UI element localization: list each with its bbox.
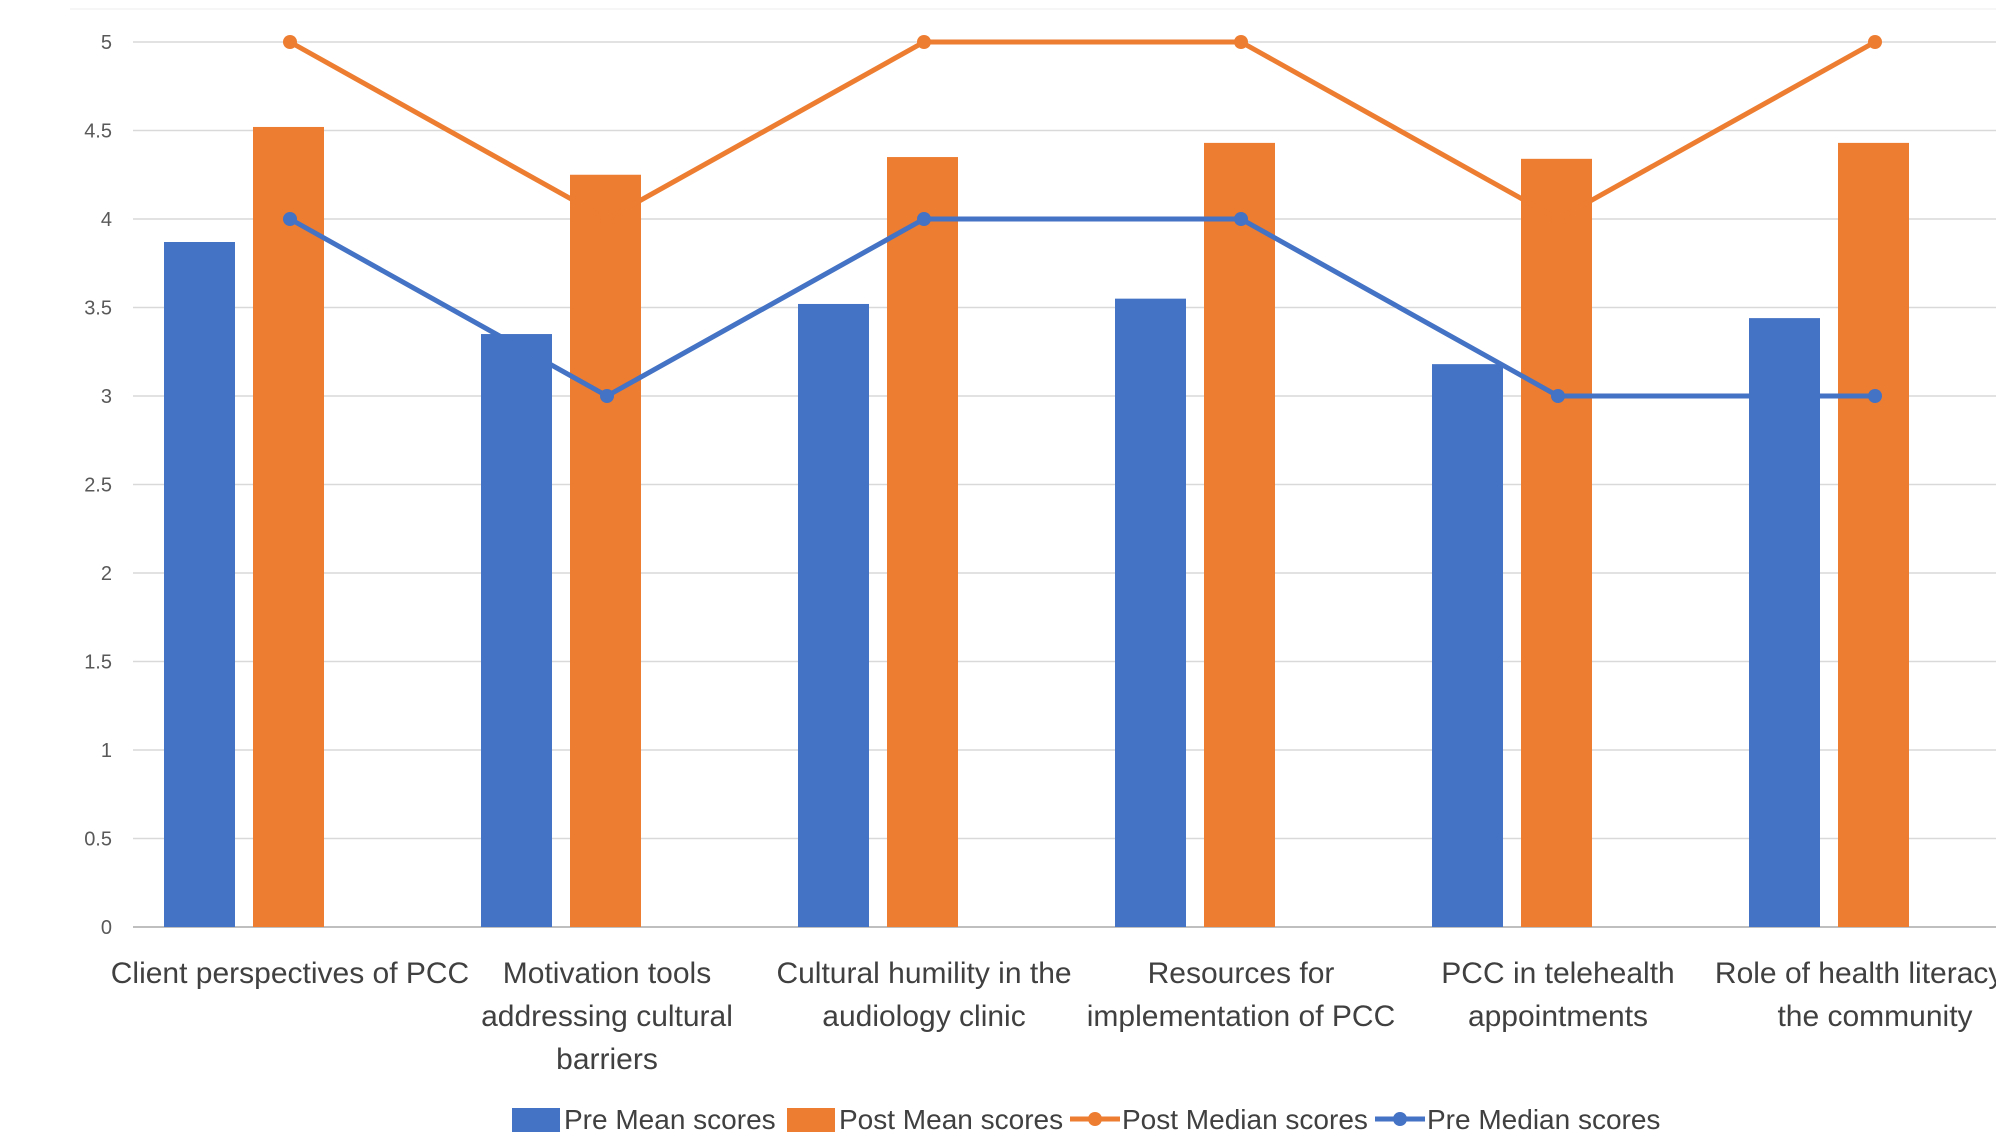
bar-pre-mean: [481, 334, 552, 927]
x-category-label: Client perspectives of PCC: [111, 957, 469, 990]
bar-pre-mean: [798, 303, 869, 928]
y-tick-label: 5: [101, 32, 112, 54]
y-tick-label: 0: [101, 917, 112, 939]
post-median-point: [1234, 35, 1248, 49]
pre-median-point: [1234, 212, 1248, 226]
bar-pre-mean: [164, 242, 235, 927]
post-median-point: [1868, 35, 1882, 49]
legend-label: Pre Mean scores: [564, 1104, 776, 1135]
bars: [164, 126, 1909, 928]
pre-median-line: [288, 216, 1875, 399]
post-median-line: [288, 39, 1877, 222]
post-median-point: [917, 35, 931, 49]
y-tick-label: 3.5: [84, 298, 112, 320]
bar-post-mean: [1204, 142, 1275, 927]
bar-pre-mean: [1432, 364, 1503, 927]
y-tick-label: 2: [101, 563, 112, 585]
legend-marker: [1393, 1112, 1407, 1126]
gridlines: [70, 8, 1996, 928]
bar-post-mean: [1838, 142, 1909, 927]
pre-median-point: [1551, 389, 1565, 403]
x-axis-labels: Client perspectives of PCC Motivation too…: [111, 957, 1996, 1076]
post-median-point: [600, 212, 614, 226]
y-tick-label: 3: [101, 386, 112, 408]
legend-label: Pre Median scores: [1427, 1104, 1660, 1135]
x-category-label: Resources for implementation of PCC: [1087, 957, 1395, 1033]
bar-post-mean: [887, 157, 958, 928]
x-category-label: Cultural humility in the audiology clinic: [776, 957, 1071, 1033]
legend-label: Post Mean scores: [839, 1104, 1063, 1135]
pre-median-point: [917, 212, 931, 226]
legend: Pre Mean scores Post Mean scores Post Medi…: [512, 1104, 1660, 1135]
y-tick-label: 4: [101, 209, 112, 231]
legend-marker: [1088, 1112, 1102, 1126]
post-median-point: [1551, 212, 1565, 226]
legend-swatch: [512, 1108, 560, 1132]
median-lines: [283, 35, 1882, 403]
y-tick-label: 1: [101, 740, 112, 762]
y-axis-ticks: 0 0.5 1 1.5 2 2.5 3 3.5 4 4.5 5: [84, 32, 112, 939]
pre-median-point: [1868, 389, 1882, 403]
y-tick-label: 1.5: [84, 652, 112, 674]
bar-post-mean: [570, 174, 641, 927]
y-tick-label: 0.5: [84, 829, 112, 851]
x-category-label: Motivation tools addressing cultural barri…: [481, 957, 733, 1076]
post-median-point: [283, 35, 297, 49]
bar-post-mean: [253, 126, 324, 927]
y-tick-label: 2.5: [84, 475, 112, 497]
y-tick-label: 4.5: [84, 121, 112, 143]
bar-pre-mean: [1115, 298, 1186, 927]
pre-median-point: [283, 212, 297, 226]
legend-label: Post Median scores: [1122, 1104, 1368, 1135]
bar-pre-mean: [1749, 318, 1820, 927]
pre-median-point: [600, 389, 614, 403]
x-category-label: PCC in telehealth appointments: [1441, 957, 1674, 1033]
legend-swatch: [787, 1108, 835, 1132]
bar-post-mean: [1521, 158, 1592, 927]
